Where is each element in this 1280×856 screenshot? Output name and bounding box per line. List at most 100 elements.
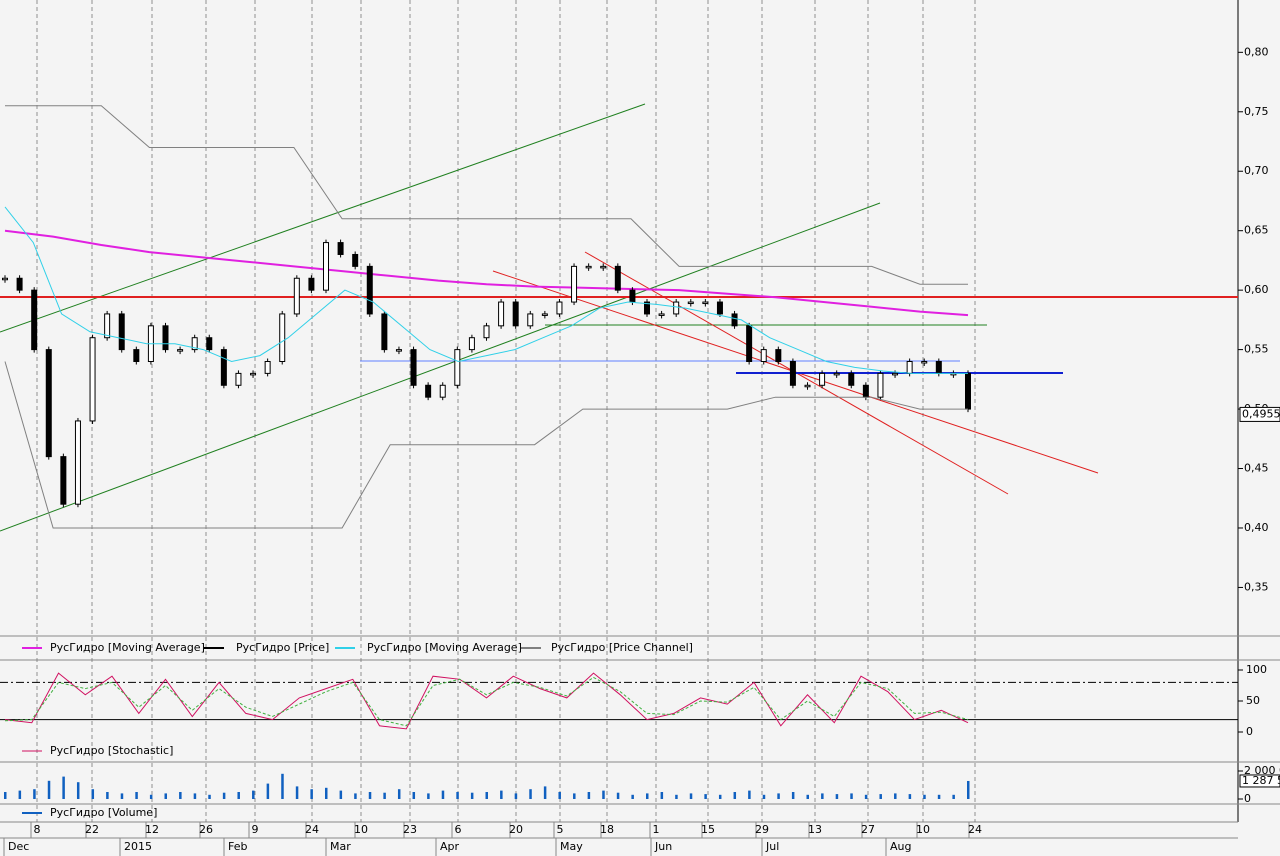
month-label: Aug bbox=[890, 840, 911, 853]
candle bbox=[352, 253, 359, 267]
candle bbox=[206, 337, 213, 351]
legend-entry: РусГидро [Stochastic] bbox=[50, 744, 173, 757]
y-tick-label: 0,80 bbox=[1244, 45, 1269, 58]
legend-entry: РусГидро [Price] bbox=[236, 641, 329, 654]
date-label: 15 bbox=[701, 823, 715, 836]
last-volume-label: 1 287 5 bbox=[1242, 774, 1280, 787]
candle bbox=[337, 242, 344, 255]
legend-entry: РусГидро [Moving Average] bbox=[367, 641, 522, 654]
volume-bar bbox=[923, 794, 926, 799]
volume-bar bbox=[193, 793, 197, 799]
candle bbox=[965, 372, 971, 410]
date-label: 12 bbox=[145, 823, 159, 836]
y-tick-label: 0,40 bbox=[1244, 521, 1269, 534]
candle bbox=[906, 360, 913, 374]
candle bbox=[177, 349, 184, 352]
volume-bar bbox=[91, 789, 95, 799]
candle bbox=[2, 277, 8, 281]
y-tick-label: 50 bbox=[1246, 694, 1260, 707]
candle bbox=[410, 349, 417, 386]
candle bbox=[235, 372, 242, 386]
candle bbox=[775, 349, 782, 362]
volume-bar bbox=[718, 794, 722, 799]
y-tick-label: 100 bbox=[1246, 663, 1267, 676]
volume-bar bbox=[850, 793, 853, 799]
date-label: 6 bbox=[455, 823, 462, 836]
candle bbox=[848, 372, 855, 386]
volume-bar bbox=[281, 773, 284, 799]
candle bbox=[629, 289, 636, 303]
volume-bar bbox=[149, 794, 153, 799]
candle bbox=[644, 301, 650, 315]
candle bbox=[716, 301, 723, 315]
candle bbox=[293, 277, 300, 315]
candle bbox=[89, 337, 96, 422]
candle bbox=[483, 325, 490, 339]
volume-bar bbox=[47, 780, 51, 799]
y-tick-label: 0,75 bbox=[1244, 105, 1269, 118]
candle bbox=[512, 301, 519, 327]
candle bbox=[527, 313, 534, 327]
candle bbox=[614, 265, 621, 291]
candle bbox=[804, 384, 811, 388]
volume-bar bbox=[864, 794, 868, 799]
volume-bar bbox=[310, 789, 313, 799]
volume-bar bbox=[558, 792, 561, 799]
y-tick-label: 0,65 bbox=[1244, 224, 1269, 237]
y-tick-label: 2 000 0 bbox=[1244, 764, 1280, 777]
candle bbox=[892, 372, 899, 376]
month-label: Mar bbox=[330, 840, 351, 853]
volume-bar bbox=[748, 790, 751, 799]
candle bbox=[323, 242, 329, 291]
last-volume-box bbox=[1239, 774, 1280, 788]
date-label: 23 bbox=[403, 823, 417, 836]
y-tick-label: 0,55 bbox=[1244, 343, 1269, 356]
date-label: 26 bbox=[199, 823, 213, 836]
volume-bar bbox=[179, 792, 182, 799]
legend-entry: РусГидро [Volume] bbox=[50, 806, 157, 819]
volume-bar bbox=[266, 783, 270, 799]
volume-bar bbox=[587, 792, 591, 799]
date-label: 24 bbox=[968, 823, 982, 836]
volume-bar bbox=[354, 793, 357, 799]
volume-bar bbox=[76, 782, 80, 799]
volume-bar bbox=[368, 792, 372, 799]
volume-bar bbox=[762, 794, 766, 799]
volume-bar bbox=[646, 793, 649, 799]
volume-bar bbox=[135, 792, 138, 799]
y-tick-label: 0 bbox=[1246, 725, 1253, 738]
volume-bar bbox=[689, 793, 693, 799]
month-label: Feb bbox=[228, 840, 247, 853]
y-tick-label: 0,70 bbox=[1244, 164, 1269, 177]
trend-line bbox=[0, 202, 881, 532]
candle bbox=[60, 456, 67, 505]
volume-bar bbox=[339, 790, 343, 799]
volume-bar bbox=[500, 790, 503, 799]
price-channel bbox=[4, 361, 968, 529]
volume-bar bbox=[573, 793, 576, 799]
stochastic-line bbox=[4, 672, 969, 730]
volume-bar bbox=[252, 790, 255, 799]
candle bbox=[833, 372, 840, 376]
volume-bar bbox=[733, 792, 737, 799]
candle bbox=[74, 420, 81, 505]
volume-bar bbox=[631, 794, 634, 799]
date-label: 24 bbox=[305, 823, 319, 836]
candle bbox=[250, 372, 257, 376]
candle bbox=[425, 384, 432, 398]
month-label: 2015 bbox=[124, 840, 152, 853]
trend-line bbox=[0, 103, 646, 333]
candle bbox=[789, 360, 796, 386]
candle bbox=[819, 372, 826, 386]
volume-bar bbox=[164, 793, 167, 799]
date-label: 20 bbox=[509, 823, 523, 836]
volume-bar bbox=[325, 787, 328, 799]
volume-bar bbox=[441, 790, 445, 799]
volume-bar bbox=[397, 789, 401, 799]
candle bbox=[571, 265, 578, 303]
volume-bar bbox=[908, 794, 912, 799]
volume-bar bbox=[383, 792, 386, 799]
month-label: Jul bbox=[765, 840, 779, 853]
volume-bar bbox=[616, 792, 620, 799]
